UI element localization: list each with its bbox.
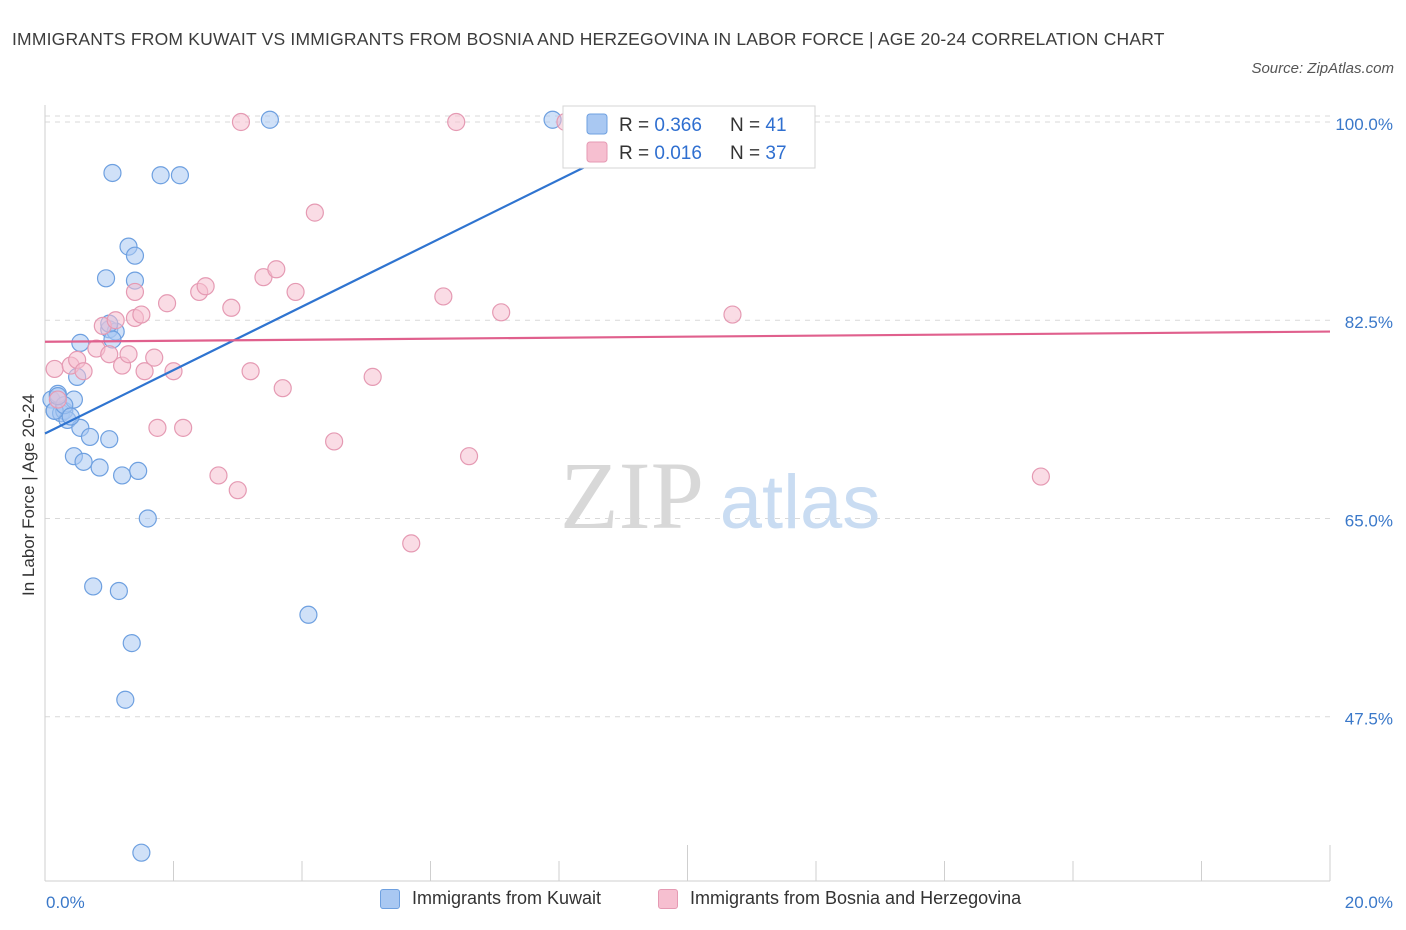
y-tick-label: 65.0% [1345,511,1393,530]
kuwait-trend-line [44,115,688,435]
bosnia-point [273,379,292,398]
bosnia-point [434,287,453,306]
bosnia-point [145,348,164,367]
trend-layer [44,115,1331,435]
bosnia-point [106,311,125,330]
bottom-legend: Immigrants from Kuwait Immigrants from B… [0,888,1406,918]
kuwait-point [71,333,90,352]
legend-r-label-2: R = [619,143,654,164]
kuwait-point [96,269,116,288]
kuwait-point [84,577,103,596]
legend-n-label-2: N = [730,143,765,164]
watermark: ZIP atlas [560,442,880,549]
kuwait-point [103,163,122,183]
bottom-legend-swatch-bosnia [658,888,678,909]
bosnia-point [325,432,344,451]
bosnia-point [267,260,286,279]
bosnia-point [125,282,145,302]
kuwait-point [129,461,148,481]
bosnia-point [132,305,151,324]
watermark-atlas: atlas [720,460,881,545]
y-tick-label: 82.5% [1345,313,1393,332]
bosnia-trend-line [44,330,1331,343]
kuwait-point [90,458,109,477]
kuwait-point [74,452,93,471]
bosnia-point [231,112,251,132]
bottom-legend-item-kuwait: Immigrants from Kuwait [380,888,601,909]
y-tick-label: 100.0% [1335,115,1393,134]
kuwait-point [80,427,100,447]
kuwait-point [112,466,132,485]
grid-layer [45,115,1330,718]
svg-text:N = 41: N = 41 [730,115,787,136]
kuwait-point [151,166,170,185]
legend-swatch-bosnia [586,141,608,163]
legend-n-value-2: 37 [765,143,786,164]
kuwait-point [138,509,157,528]
kuwait-point [100,430,119,449]
bottom-legend-label-bosnia: Immigrants from Bosnia and Herzegovina [690,888,1022,908]
bosnia-point [459,447,479,466]
kuwait-point [260,110,279,129]
kuwait-point [61,407,80,426]
bosnia-point [222,298,241,317]
bottom-legend-item-bosnia: Immigrants from Bosnia and Herzegovina [658,888,1021,909]
kuwait-point [125,246,145,265]
svg-text:R = 0.016: R = 0.016 [619,143,702,164]
axes-layer: 100.0% 82.5% 65.0% 47.5% 0.0% 20.0% [44,105,1393,912]
points-layer [42,110,1050,862]
bosnia-point [1031,467,1050,486]
svg-text:N = 37: N = 37 [730,143,787,164]
legend: R = 0.366 N = 41 R = 0.016 N = 37 [562,105,816,169]
legend-r-label-1: R = [619,115,654,136]
bosnia-point [135,362,154,381]
bosnia-point [100,345,119,364]
kuwait-point [109,581,128,601]
kuwait-point [299,605,318,624]
bosnia-point [196,277,215,296]
bosnia-point [45,359,64,379]
source-label: Source: ZipAtlas.com [1251,60,1394,77]
bottom-legend-label-kuwait: Immigrants from Kuwait [412,888,602,908]
y-tick-label: 47.5% [1345,710,1393,729]
legend-r-value-1: 0.366 [654,115,702,136]
bosnia-point [119,345,138,364]
y-axis-label: In Labor Force | Age 20-24 [19,394,38,596]
kuwait-point [170,166,190,185]
x-tick-label-end: 20.0% [1345,893,1393,912]
legend-r-value-2: 0.016 [654,143,702,164]
watermark-zip: ZIP [560,442,704,549]
bosnia-point [241,362,260,381]
kuwait-point [116,690,135,709]
kuwait-point [132,843,151,862]
x-tick-label-start: 0.0% [46,893,85,912]
bosnia-point [402,534,421,553]
bosnia-point [723,305,742,324]
legend-n-value-1: 41 [765,115,786,136]
kuwait-point [122,634,141,653]
bosnia-point [228,481,247,500]
bosnia-point [447,112,466,132]
bosnia-point [174,418,193,437]
bosnia-point [157,294,177,313]
svg-text:R = 0.366: R = 0.366 [619,115,702,136]
bosnia-point [363,367,382,386]
bosnia-point [209,466,228,485]
bottom-legend-swatch-kuwait [380,888,400,909]
legend-n-label-1: N = [730,115,765,136]
legend-swatch-kuwait [586,113,608,135]
bosnia-point [48,390,67,409]
bosnia-point [148,418,167,437]
bosnia-point [492,303,511,322]
bosnia-point [286,282,305,302]
chart-title: IMMIGRANTS FROM KUWAIT VS IMMIGRANTS FRO… [12,29,1165,49]
bosnia-point [74,362,93,381]
bosnia-point [305,203,324,222]
